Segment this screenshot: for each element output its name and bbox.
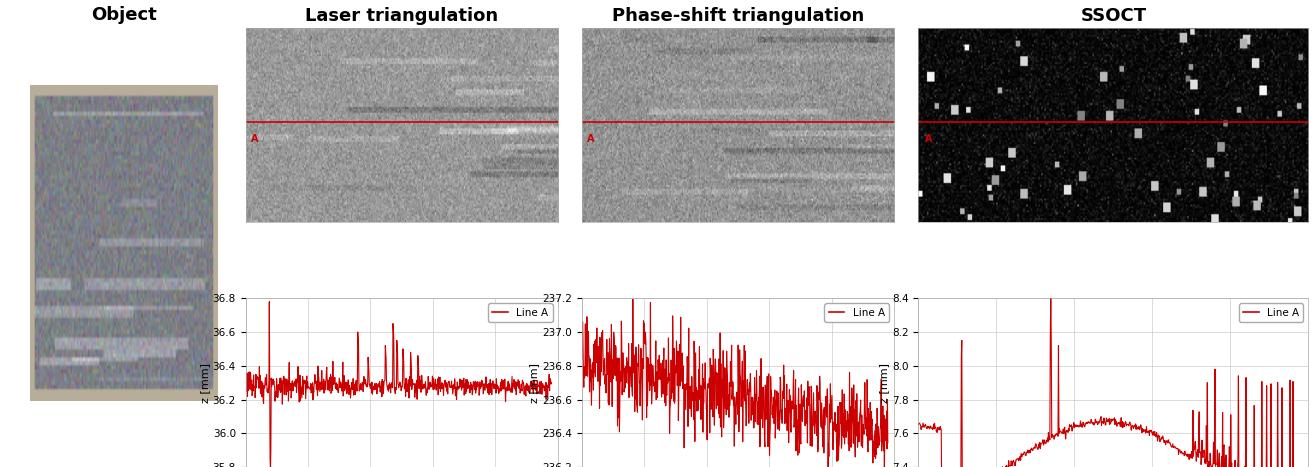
Text: A: A xyxy=(251,134,259,144)
Text: A: A xyxy=(588,134,594,144)
Title: Laser triangulation: Laser triangulation xyxy=(305,7,498,25)
Legend: Line A: Line A xyxy=(488,304,552,322)
Legend: Line A: Line A xyxy=(825,304,889,322)
Text: A: A xyxy=(924,134,932,144)
Title: SSOCT: SSOCT xyxy=(1081,7,1147,25)
Y-axis label: z [mm]: z [mm] xyxy=(200,363,210,403)
Title: Phase-shift triangulation: Phase-shift triangulation xyxy=(611,7,864,25)
Legend: Line A: Line A xyxy=(1239,304,1303,322)
Y-axis label: z [mm]: z [mm] xyxy=(880,363,889,403)
Y-axis label: z [mm]: z [mm] xyxy=(530,363,539,403)
Title: Object: Object xyxy=(91,6,156,24)
